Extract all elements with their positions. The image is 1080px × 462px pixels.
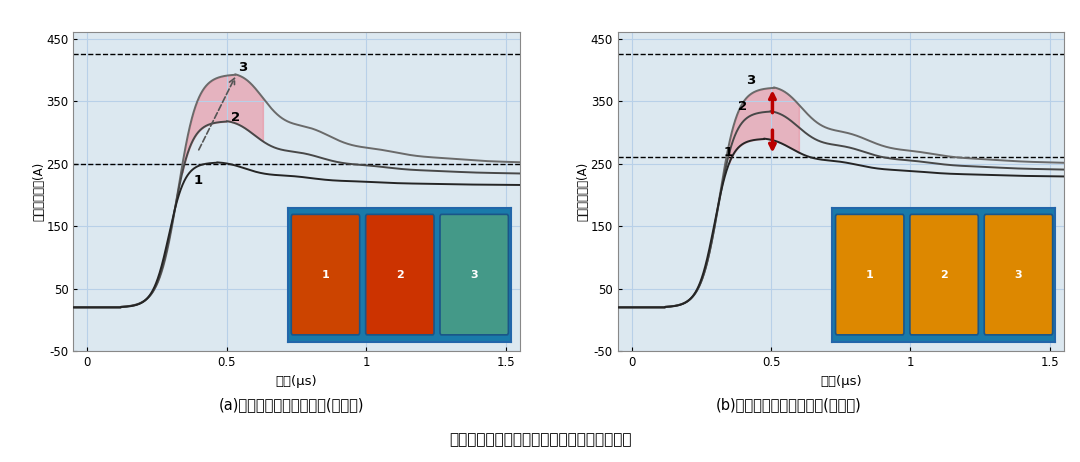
- Text: (b)水平对齐式多芯片布置(优化后): (b)水平对齐式多芯片布置(优化后): [716, 397, 861, 412]
- Text: 1: 1: [724, 146, 732, 159]
- Y-axis label: 芯片支路电流(A): 芯片支路电流(A): [32, 162, 45, 221]
- Text: 多芯片并联结构芯片布置范式自由度优化实例: 多芯片并联结构芯片布置范式自由度优化实例: [449, 432, 631, 447]
- X-axis label: 时间(μs): 时间(μs): [275, 375, 318, 388]
- Text: (a)部分交错式多芯片布置(优化前): (a)部分交错式多芯片布置(优化前): [219, 397, 364, 412]
- Text: 2: 2: [231, 111, 240, 124]
- Text: 3: 3: [746, 74, 755, 87]
- Text: 2: 2: [738, 100, 746, 114]
- Text: 1: 1: [193, 174, 202, 187]
- Y-axis label: 芯片支路电流(A): 芯片支路电流(A): [577, 162, 590, 221]
- X-axis label: 时间(μs): 时间(μs): [820, 375, 862, 388]
- Text: 3: 3: [238, 61, 247, 74]
